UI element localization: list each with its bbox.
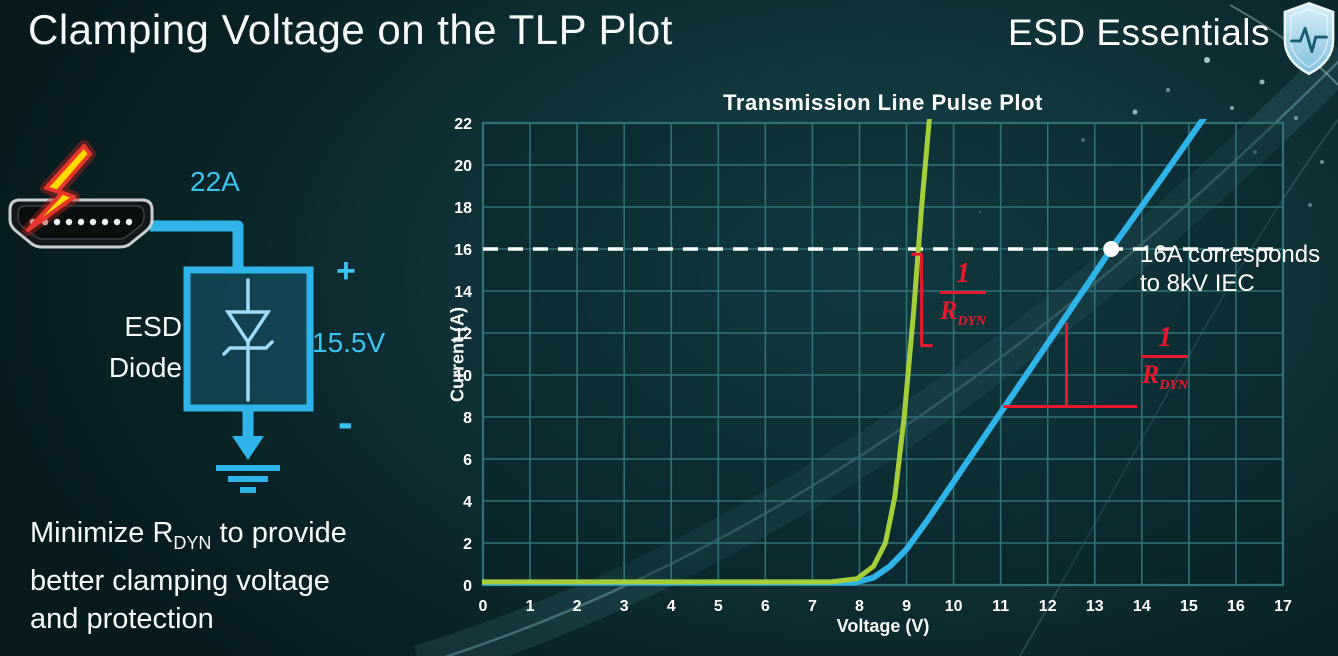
sparkle-dot [1230, 106, 1234, 110]
x-tick-label: 17 [1274, 598, 1292, 615]
tlp-plot-svg: 0 1 2 3 4 5 6 7 8 9 10 11 12 13 14 15 16 1702468101214161… [454, 116, 1292, 615]
x-tick-label: 8 [855, 598, 864, 615]
series-high-rdyn-blue-curve [482, 119, 1207, 586]
x-tick-label: 4 [667, 598, 676, 615]
brand-text: ESD Essentials [1008, 12, 1270, 53]
y-tick-label: 2 [463, 536, 472, 553]
polarity-plus-label: + [336, 252, 356, 290]
x-tick-label: 6 [761, 598, 770, 615]
sparkle-dot [1253, 150, 1257, 154]
y-tick-label: 14 [454, 284, 472, 301]
x-tick-label: 10 [945, 598, 963, 615]
esd-diode-box [183, 266, 314, 412]
x-tick-label: 12 [1039, 598, 1057, 615]
iec-level-marker-dot [1103, 241, 1120, 257]
clamping-voltage-label: 15.5V [312, 327, 386, 358]
circuit-wire [150, 220, 244, 270]
caption-line3: and protection [30, 602, 214, 635]
background-streak [1019, 119, 1338, 656]
x-tick-label: 5 [714, 598, 723, 615]
x-tick-label: 1 [526, 598, 535, 615]
sparkle-dot [1294, 116, 1298, 120]
caption-line1: Minimize RDYN to provide [30, 517, 347, 553]
zener-diode-symbol [222, 278, 274, 402]
sparkle-dot [1081, 138, 1085, 142]
x-tick-label: 15 [1180, 598, 1198, 615]
y-tick-label: 20 [454, 158, 472, 175]
iec-marker-note: 16A corresponds to 8kV IEC [1140, 240, 1320, 298]
sparkle-dot [1166, 88, 1170, 92]
y-tick-label: 22 [454, 116, 472, 133]
x-tick-label: 0 [479, 598, 488, 615]
polarity-minus-label: - [338, 398, 353, 447]
lightning-bolt-icon [22, 140, 96, 236]
iec-marker-note-line2: to 8kV IEC [1140, 270, 1255, 297]
y-tick-label: 8 [463, 410, 472, 427]
sparkle-dot [1132, 109, 1138, 115]
sparkle-dot [1259, 79, 1265, 85]
x-tick-label: 13 [1086, 598, 1104, 615]
plot-border [481, 121, 1285, 587]
rdyn-fraction-green: 1 RDYN [940, 258, 987, 337]
x-tick-label: 3 [620, 598, 629, 615]
y-tick-label: 6 [463, 452, 472, 469]
esd-essentials-shield-icon [1283, 1, 1335, 76]
esd-diode-label-line1: ESD [124, 311, 182, 342]
x-axis-label: Voltage (V) [836, 616, 930, 636]
fraction-numerator: 1 [940, 258, 987, 294]
y-tick-label: 4 [463, 494, 472, 511]
sparkle-dot [1320, 160, 1324, 164]
esd-diode-label-line2: Diode [108, 352, 182, 383]
sparkle-dot [1308, 203, 1312, 207]
sparkle-dot [1204, 57, 1210, 63]
chart-title: Transmission Line Pulse Plot [723, 90, 1043, 115]
rdyn-fraction-blue: 1 RDYN [1142, 322, 1189, 401]
fraction-denominator: RDYN [940, 296, 987, 330]
ground-symbol [216, 408, 280, 493]
x-tick-label: 9 [902, 598, 911, 615]
fraction-numerator: 1 [1142, 322, 1189, 358]
x-tick-label: 11 [992, 598, 1009, 615]
x-tick-label: 2 [573, 598, 582, 615]
esd-circuit-diagram [8, 140, 314, 493]
fraction-denominator: RDYN [1142, 360, 1189, 394]
caption-rdyn-subscript: DYN [173, 532, 212, 553]
series-low-rdyn-green-curve [482, 119, 932, 585]
y-tick-label: 16 [454, 242, 472, 259]
y-tick-label: 10 [454, 368, 472, 385]
sparkle-dot [978, 210, 982, 214]
esd-diode-label: ESD Diode [84, 306, 182, 388]
surge-current-label: 22A [190, 166, 240, 197]
y-tick-label: 0 [463, 578, 472, 595]
y-axis-label: Current (A) [447, 307, 468, 402]
iec-marker-note-line1: 16A corresponds [1140, 241, 1321, 268]
x-tick-label: 7 [808, 598, 817, 615]
x-tick-label: 16 [1227, 598, 1245, 615]
caption-line2: better clamping voltage [30, 564, 330, 597]
y-tick-label: 12 [454, 326, 472, 343]
y-tick-label: 18 [454, 200, 472, 217]
caption-text: Minimize RDYN to provide better clamping… [30, 514, 430, 638]
x-tick-label: 14 [1133, 598, 1151, 615]
page-title: Clamping Voltage on the TLP Plot [28, 6, 673, 53]
